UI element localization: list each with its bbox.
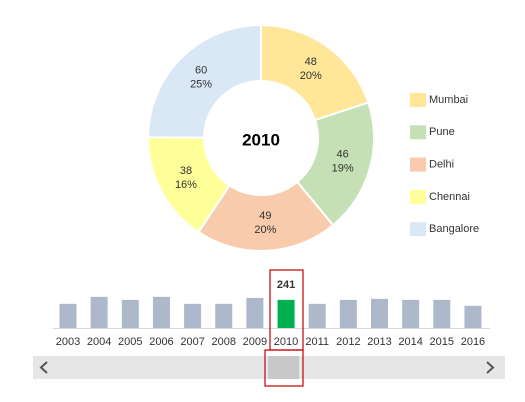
x-tick-label: 2005 xyxy=(118,336,142,348)
x-tick-label: 2008 xyxy=(212,336,236,348)
donut-slice xyxy=(295,101,375,227)
bar xyxy=(59,303,77,328)
legend-label: Pune xyxy=(429,126,455,138)
slice-value-label: 60 xyxy=(195,65,207,77)
legend-swatch xyxy=(410,222,426,237)
legend-label: Mumbai xyxy=(429,94,468,106)
slice-percent-label: 20% xyxy=(254,224,276,236)
x-tick-label: 2011 xyxy=(305,336,329,348)
bar xyxy=(464,305,482,328)
bar xyxy=(277,299,295,328)
donut-slice xyxy=(197,180,335,252)
bar xyxy=(339,299,357,328)
x-tick-label: 2016 xyxy=(461,336,485,348)
scroll-right-arrow[interactable] xyxy=(486,361,495,374)
slice-value-label: 48 xyxy=(305,56,317,68)
x-tick-label: 2013 xyxy=(367,336,391,348)
legend-label: Chennai xyxy=(429,191,470,203)
slice-value-label: 46 xyxy=(337,148,349,160)
x-tick-label: 2003 xyxy=(56,336,80,348)
legend-swatch xyxy=(410,93,426,107)
bar xyxy=(90,296,108,328)
bar xyxy=(152,296,170,328)
scroll-left-arrow[interactable] xyxy=(39,361,48,374)
x-tick-label: 2014 xyxy=(398,336,422,348)
slice-percent-label: 19% xyxy=(332,162,354,174)
slice-value-label: 49 xyxy=(259,210,271,222)
legend-swatch xyxy=(410,125,426,140)
bar-chart: 2003 2004 2005 2006 2007 2008 2009 2010 241 2011 2… xyxy=(56,279,485,348)
bar xyxy=(184,303,202,328)
bar xyxy=(402,299,420,328)
x-tick-label: 2007 xyxy=(180,336,204,348)
value-label: 241 xyxy=(277,279,295,291)
bar xyxy=(121,299,139,328)
bar xyxy=(308,303,326,328)
legend-label: Delhi xyxy=(429,159,454,171)
scroll-thumb[interactable] xyxy=(268,356,299,379)
x-tick-label: 2010 xyxy=(274,336,298,348)
thumb-highlight-box xyxy=(264,349,304,387)
legend-swatch xyxy=(410,157,426,172)
x-tick-label: 2006 xyxy=(149,336,173,348)
x-tick-label: 2004 xyxy=(87,336,111,348)
legend: Mumbai Pune Delhi Chennai Bangalore xyxy=(410,93,479,237)
bar xyxy=(246,297,264,328)
x-tick-label: 2009 xyxy=(243,336,267,348)
bar xyxy=(371,298,388,328)
slice-percent-label: 16% xyxy=(175,179,197,191)
slice-percent-label: 25% xyxy=(190,79,212,91)
legend-swatch xyxy=(410,189,426,204)
x-tick-label: 2012 xyxy=(336,336,360,348)
x-tick-label: 2015 xyxy=(430,336,454,348)
legend-label: Bangalore xyxy=(429,223,479,235)
bar xyxy=(215,303,233,328)
bar xyxy=(433,299,451,328)
slice-value-label: 38 xyxy=(180,165,192,177)
donut-slice xyxy=(146,23,262,139)
center-label: 2010 xyxy=(242,130,280,149)
donut-chart: 48 20% 46 19% 49 20% 38 16% 60 25% xyxy=(146,23,375,252)
slice-percent-label: 20% xyxy=(300,70,322,82)
